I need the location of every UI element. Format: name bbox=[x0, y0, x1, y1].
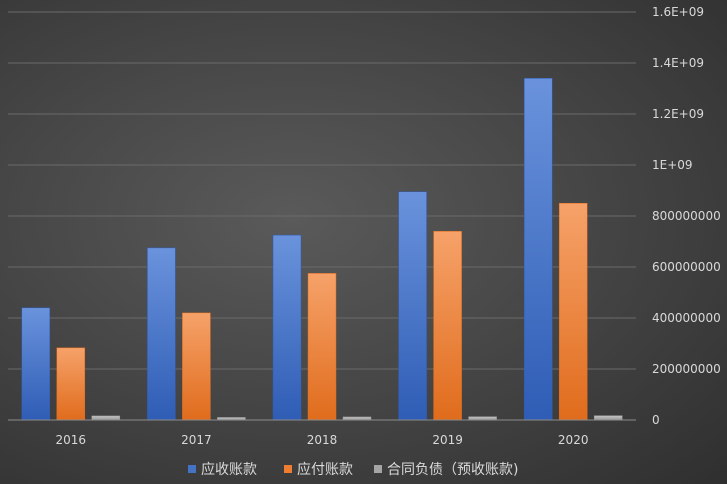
bar-应收账款-2019 bbox=[398, 191, 427, 421]
legend-label: 应付账款 bbox=[297, 461, 353, 478]
x-tick-label: 2018 bbox=[307, 433, 338, 447]
bar-应收账款-2017 bbox=[147, 247, 176, 421]
y-tick-label: 600000000 bbox=[652, 260, 721, 274]
bar-应收账款-2016 bbox=[21, 307, 51, 421]
bars bbox=[21, 78, 623, 421]
y-tick-label: 1E+09 bbox=[652, 158, 693, 172]
bar-应收账款-2020 bbox=[523, 78, 553, 421]
bar-应付账款-2020 bbox=[558, 203, 588, 421]
y-tick-label: 0 bbox=[652, 413, 660, 427]
legend: 应收账款 应付账款 合同负债（预收账款) bbox=[188, 461, 518, 478]
y-tick-label: 1.4E+09 bbox=[652, 56, 704, 70]
x-tick-label: 2017 bbox=[181, 433, 212, 447]
y-tick-label: 400000000 bbox=[652, 311, 721, 325]
bar-应付账款-2017 bbox=[182, 312, 211, 421]
bar-应收账款-2018 bbox=[272, 234, 302, 421]
legend-swatch bbox=[374, 465, 382, 473]
x-tick-label: 2016 bbox=[56, 433, 87, 447]
legend-label: 应收账款 bbox=[201, 461, 257, 478]
legend-label: 合同负债（预收账款) bbox=[387, 462, 518, 478]
x-tick-label: 2019 bbox=[432, 433, 463, 447]
x-tick-label: 2020 bbox=[558, 433, 589, 447]
bar-应付账款-2019 bbox=[433, 231, 462, 421]
y-tick-label: 200000000 bbox=[652, 362, 721, 376]
legend-swatch bbox=[188, 465, 196, 473]
axes: 0 200000000 400000000 600000000 800000000 1E+… bbox=[8, 5, 721, 447]
legend-swatch bbox=[284, 465, 292, 473]
y-tick-label: 1.6E+09 bbox=[652, 5, 704, 19]
gridlines bbox=[8, 11, 636, 421]
y-tick-label: 800000000 bbox=[652, 209, 721, 223]
bar-应付账款-2016 bbox=[56, 347, 86, 421]
bar-应付账款-2018 bbox=[307, 273, 337, 421]
bar-合同负债（预收账款)-2016 bbox=[91, 415, 121, 421]
y-tick-label: 1.2E+09 bbox=[652, 107, 704, 121]
bar-合同负债（预收账款)-2020 bbox=[593, 415, 623, 421]
